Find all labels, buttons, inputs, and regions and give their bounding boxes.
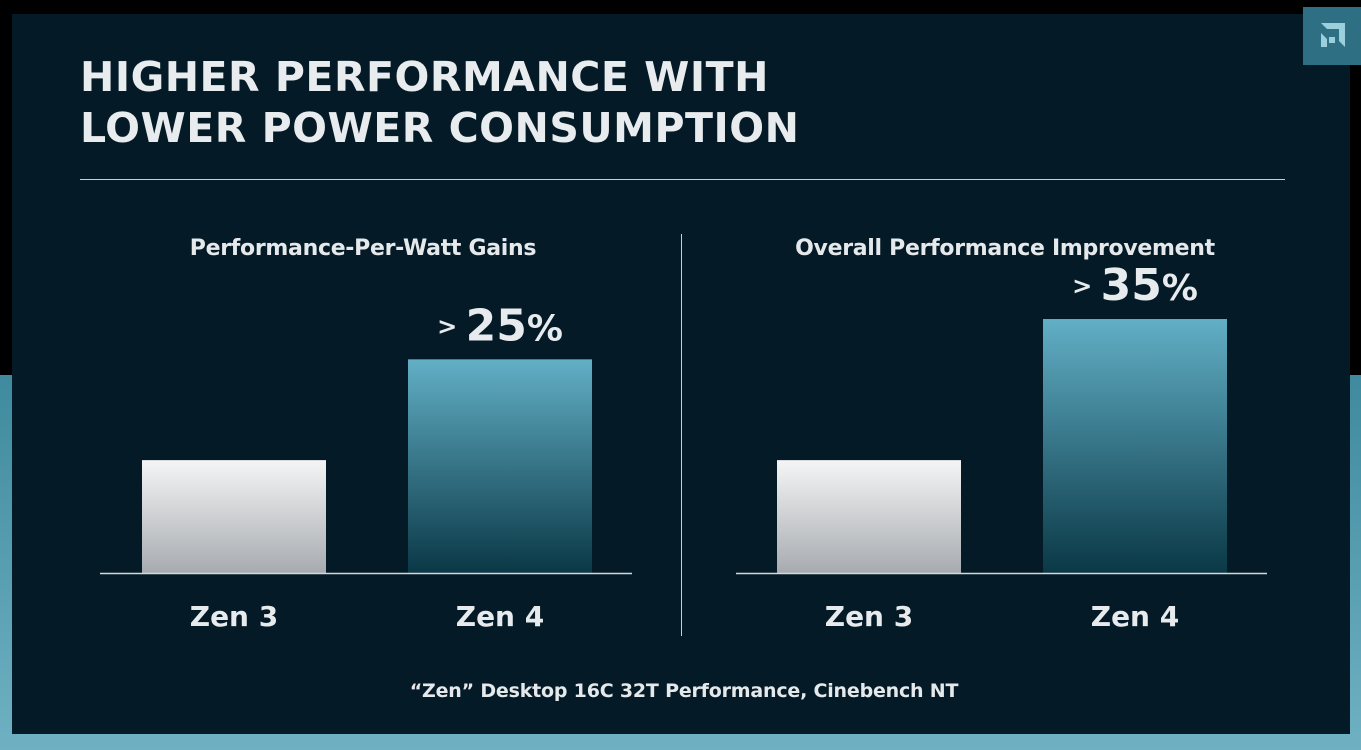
amd-logo-glyph <box>1321 23 1345 47</box>
chart-divider <box>681 234 682 636</box>
tick-label: Zen 4 <box>456 600 544 633</box>
title-line-1: HIGHER PERFORMANCE WITH <box>80 53 769 101</box>
data-label-chart2: > 35% <box>1072 260 1198 311</box>
bar-zen-3-chart2 <box>777 460 961 573</box>
tick-label: Zen 3 <box>825 600 913 633</box>
tick-label: Zen 3 <box>190 600 278 633</box>
amd-logo-icon <box>1303 7 1361 65</box>
chart-title-perf-per-watt: Performance-Per-Watt Gains <box>189 236 537 261</box>
chart-title-overall-perf: Overall Performance Improvement <box>795 236 1215 261</box>
bar-zen-4-chart1 <box>408 359 592 573</box>
title-divider <box>80 179 1285 180</box>
bar-zen-4-chart2 <box>1043 319 1227 573</box>
footnote: “Zen” Desktop 16C 32T Performance, Cineb… <box>409 680 959 702</box>
bar-zen-3-chart1 <box>142 460 326 573</box>
title-line-2: LOWER POWER CONSUMPTION <box>80 104 800 152</box>
tick-label: Zen 4 <box>1091 600 1179 633</box>
data-label-chart1: > 25% <box>437 300 563 351</box>
page-title: HIGHER PERFORMANCE WITH LOWER POWER CONS… <box>80 52 799 154</box>
